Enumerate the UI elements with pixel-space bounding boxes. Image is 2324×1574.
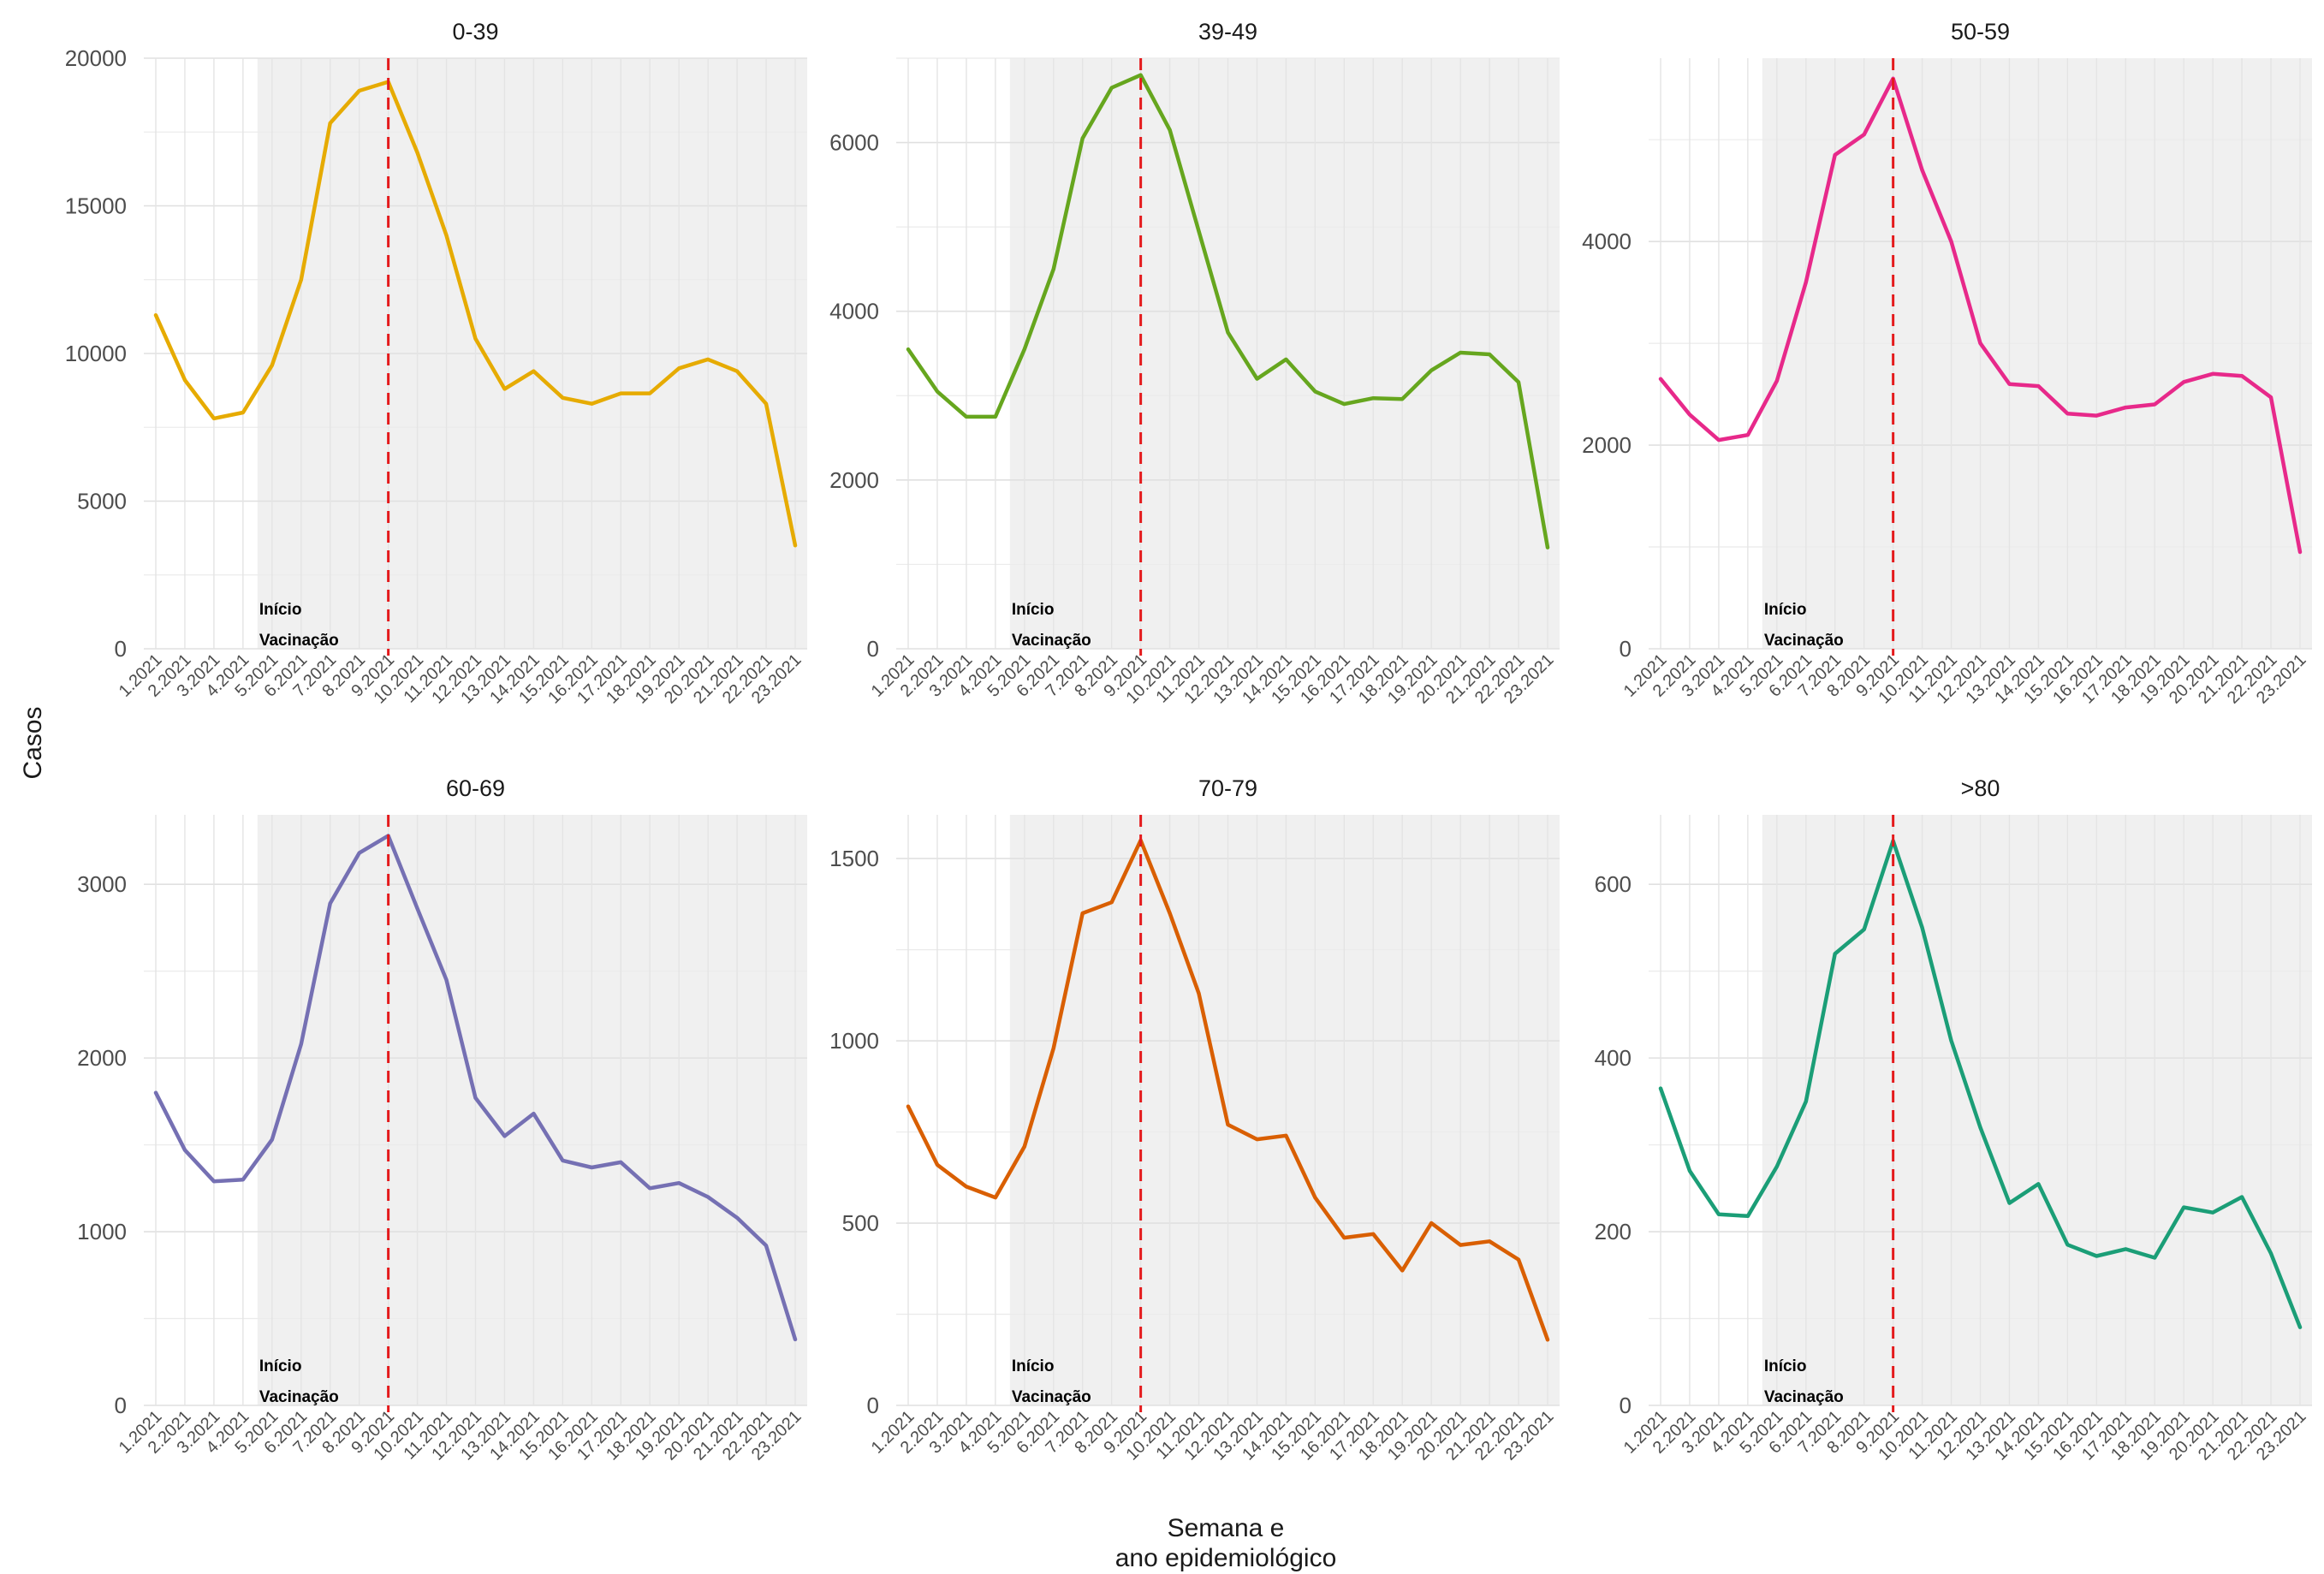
y-tick-label: 3000 [77,871,127,897]
y-tick-label: 0 [867,636,879,662]
facet-panel-3: 0200040001.20212.20213.20214.20215.20216… [1582,19,2312,708]
annotation-line-2: Vacinação [259,632,339,650]
annotation-line-2: Vacinação [1012,632,1091,650]
facet-title-3: 50-59 [1951,19,2010,45]
series-line-3 [1658,76,2303,555]
y-tick-label: 200 [1595,1219,1632,1244]
facet-title-5: 70-79 [1198,775,1257,801]
y-tick-label: 0 [115,1393,127,1418]
annotation-line-2: Vacinação [1764,1388,1844,1406]
facets-layer: 050001000015000200001.20212.20213.20214.… [65,19,2312,1464]
y-tick-label: 0 [115,636,127,662]
annotation-line-1: Início [1012,601,1055,619]
y-tick-label: 500 [842,1210,879,1236]
facet-panel-4: 01000200030001.20212.20213.20214.20215.2… [77,775,807,1464]
x-axis-title-line1: Semana e [1168,1514,1285,1542]
annotation-line-1: Início [1764,1357,1807,1375]
y-tick-label: 4000 [1582,229,1632,254]
y-tick-label: 0 [867,1393,879,1418]
series-line-2 [906,73,1550,549]
facet-title-6: >80 [1961,775,2000,801]
series-line-6 [1658,839,2303,1329]
vaccination-shaded-region [257,815,807,1405]
annotation-line-1: Início [1012,1357,1055,1375]
vaccination-shaded-region [1762,58,2312,649]
facet-panel-5: 0500100015001.20212.20213.20214.20215.20… [829,775,1560,1464]
facet-title-4: 60-69 [446,775,505,801]
facet-panel-2: 02000400060001.20212.20213.20214.20215.2… [829,19,1560,708]
annotation-line-2: Vacinação [259,1388,339,1406]
vaccination-shaded-region [1762,815,2312,1405]
y-tick-label: 0 [1620,1393,1632,1418]
vaccination-shaded-region [1009,815,1560,1405]
y-tick-label: 15000 [65,193,127,219]
series-line-5 [906,838,1550,1342]
y-tick-label: 2000 [829,467,879,493]
y-tick-label: 1000 [829,1028,879,1054]
y-tick-label: 2000 [1582,432,1632,458]
series-line-1 [153,80,798,548]
y-tick-label: 1500 [829,846,879,871]
y-tick-label: 600 [1595,871,1632,897]
y-tick-label: 2000 [77,1045,127,1071]
series-line-4 [153,834,798,1342]
annotation-line-1: Início [259,1357,302,1375]
y-tick-label: 0 [1620,636,1632,662]
annotation-line-2: Vacinação [1764,632,1844,650]
y-tick-label: 20000 [65,45,127,71]
facet-title-2: 39-49 [1198,19,1257,45]
y-tick-label: 1000 [77,1219,127,1244]
y-axis-title: Casos [19,706,47,779]
y-tick-label: 400 [1595,1045,1632,1071]
annotation-line-2: Vacinação [1012,1388,1091,1406]
facet-panel-6: 02004006001.20212.20213.20214.20215.2021… [1595,775,2312,1464]
facet-panel-1: 050001000015000200001.20212.20213.20214.… [65,19,807,708]
facet-title-1: 0-39 [452,19,498,45]
x-axis-title-line2: ano epidemiológico [1115,1544,1337,1572]
annotation-line-1: Início [259,601,302,619]
y-tick-label: 10000 [65,341,127,366]
annotation-line-1: Início [1764,601,1807,619]
y-tick-label: 5000 [77,489,127,514]
y-tick-label: 4000 [829,299,879,324]
y-tick-label: 6000 [829,130,879,156]
